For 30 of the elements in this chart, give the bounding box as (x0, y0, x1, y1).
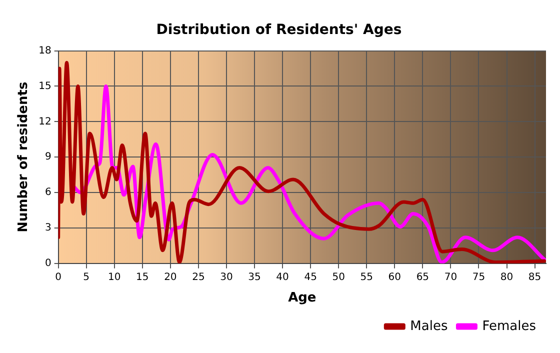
x-tick-label: 35 (248, 272, 261, 283)
x-tick-label: 65 (416, 272, 430, 283)
x-axis-title: Age (288, 290, 316, 306)
x-tick-label: 80 (500, 272, 514, 283)
x-tick-label: 70 (444, 272, 458, 283)
x-tick-label: 5 (83, 272, 90, 283)
x-tick-label: 45 (304, 272, 317, 283)
y-tick-label: 18 (38, 45, 52, 56)
x-tick-label: 60 (388, 272, 402, 283)
x-tick-label: 30 (220, 272, 233, 283)
y-tick-label: 15 (38, 80, 52, 92)
x-tick-label: 55 (360, 272, 373, 283)
legend-label: Females (482, 318, 536, 334)
x-tick-label: 15 (136, 272, 149, 283)
y-tick-label: 0 (44, 258, 52, 269)
x-tick-label: 50 (332, 272, 345, 283)
x-tick-label: 75 (472, 272, 486, 283)
x-tick-label: 20 (164, 272, 177, 283)
y-tick-label: 9 (44, 152, 52, 163)
x-tick-label: 85 (528, 272, 542, 283)
y-tick-label: 3 (44, 222, 52, 234)
y-tick-label: 12 (38, 116, 52, 128)
y-axis-title: Number of residents (16, 82, 32, 232)
y-tick-label: 6 (44, 187, 52, 198)
x-tick-label: 10 (108, 272, 121, 283)
x-tick-label: 25 (192, 272, 205, 283)
x-tick-label: 0 (55, 272, 62, 283)
legend-label: Males (410, 318, 448, 334)
chart-title: Distribution of Residents' Ages (156, 22, 402, 38)
x-tick-label: 40 (276, 272, 289, 283)
